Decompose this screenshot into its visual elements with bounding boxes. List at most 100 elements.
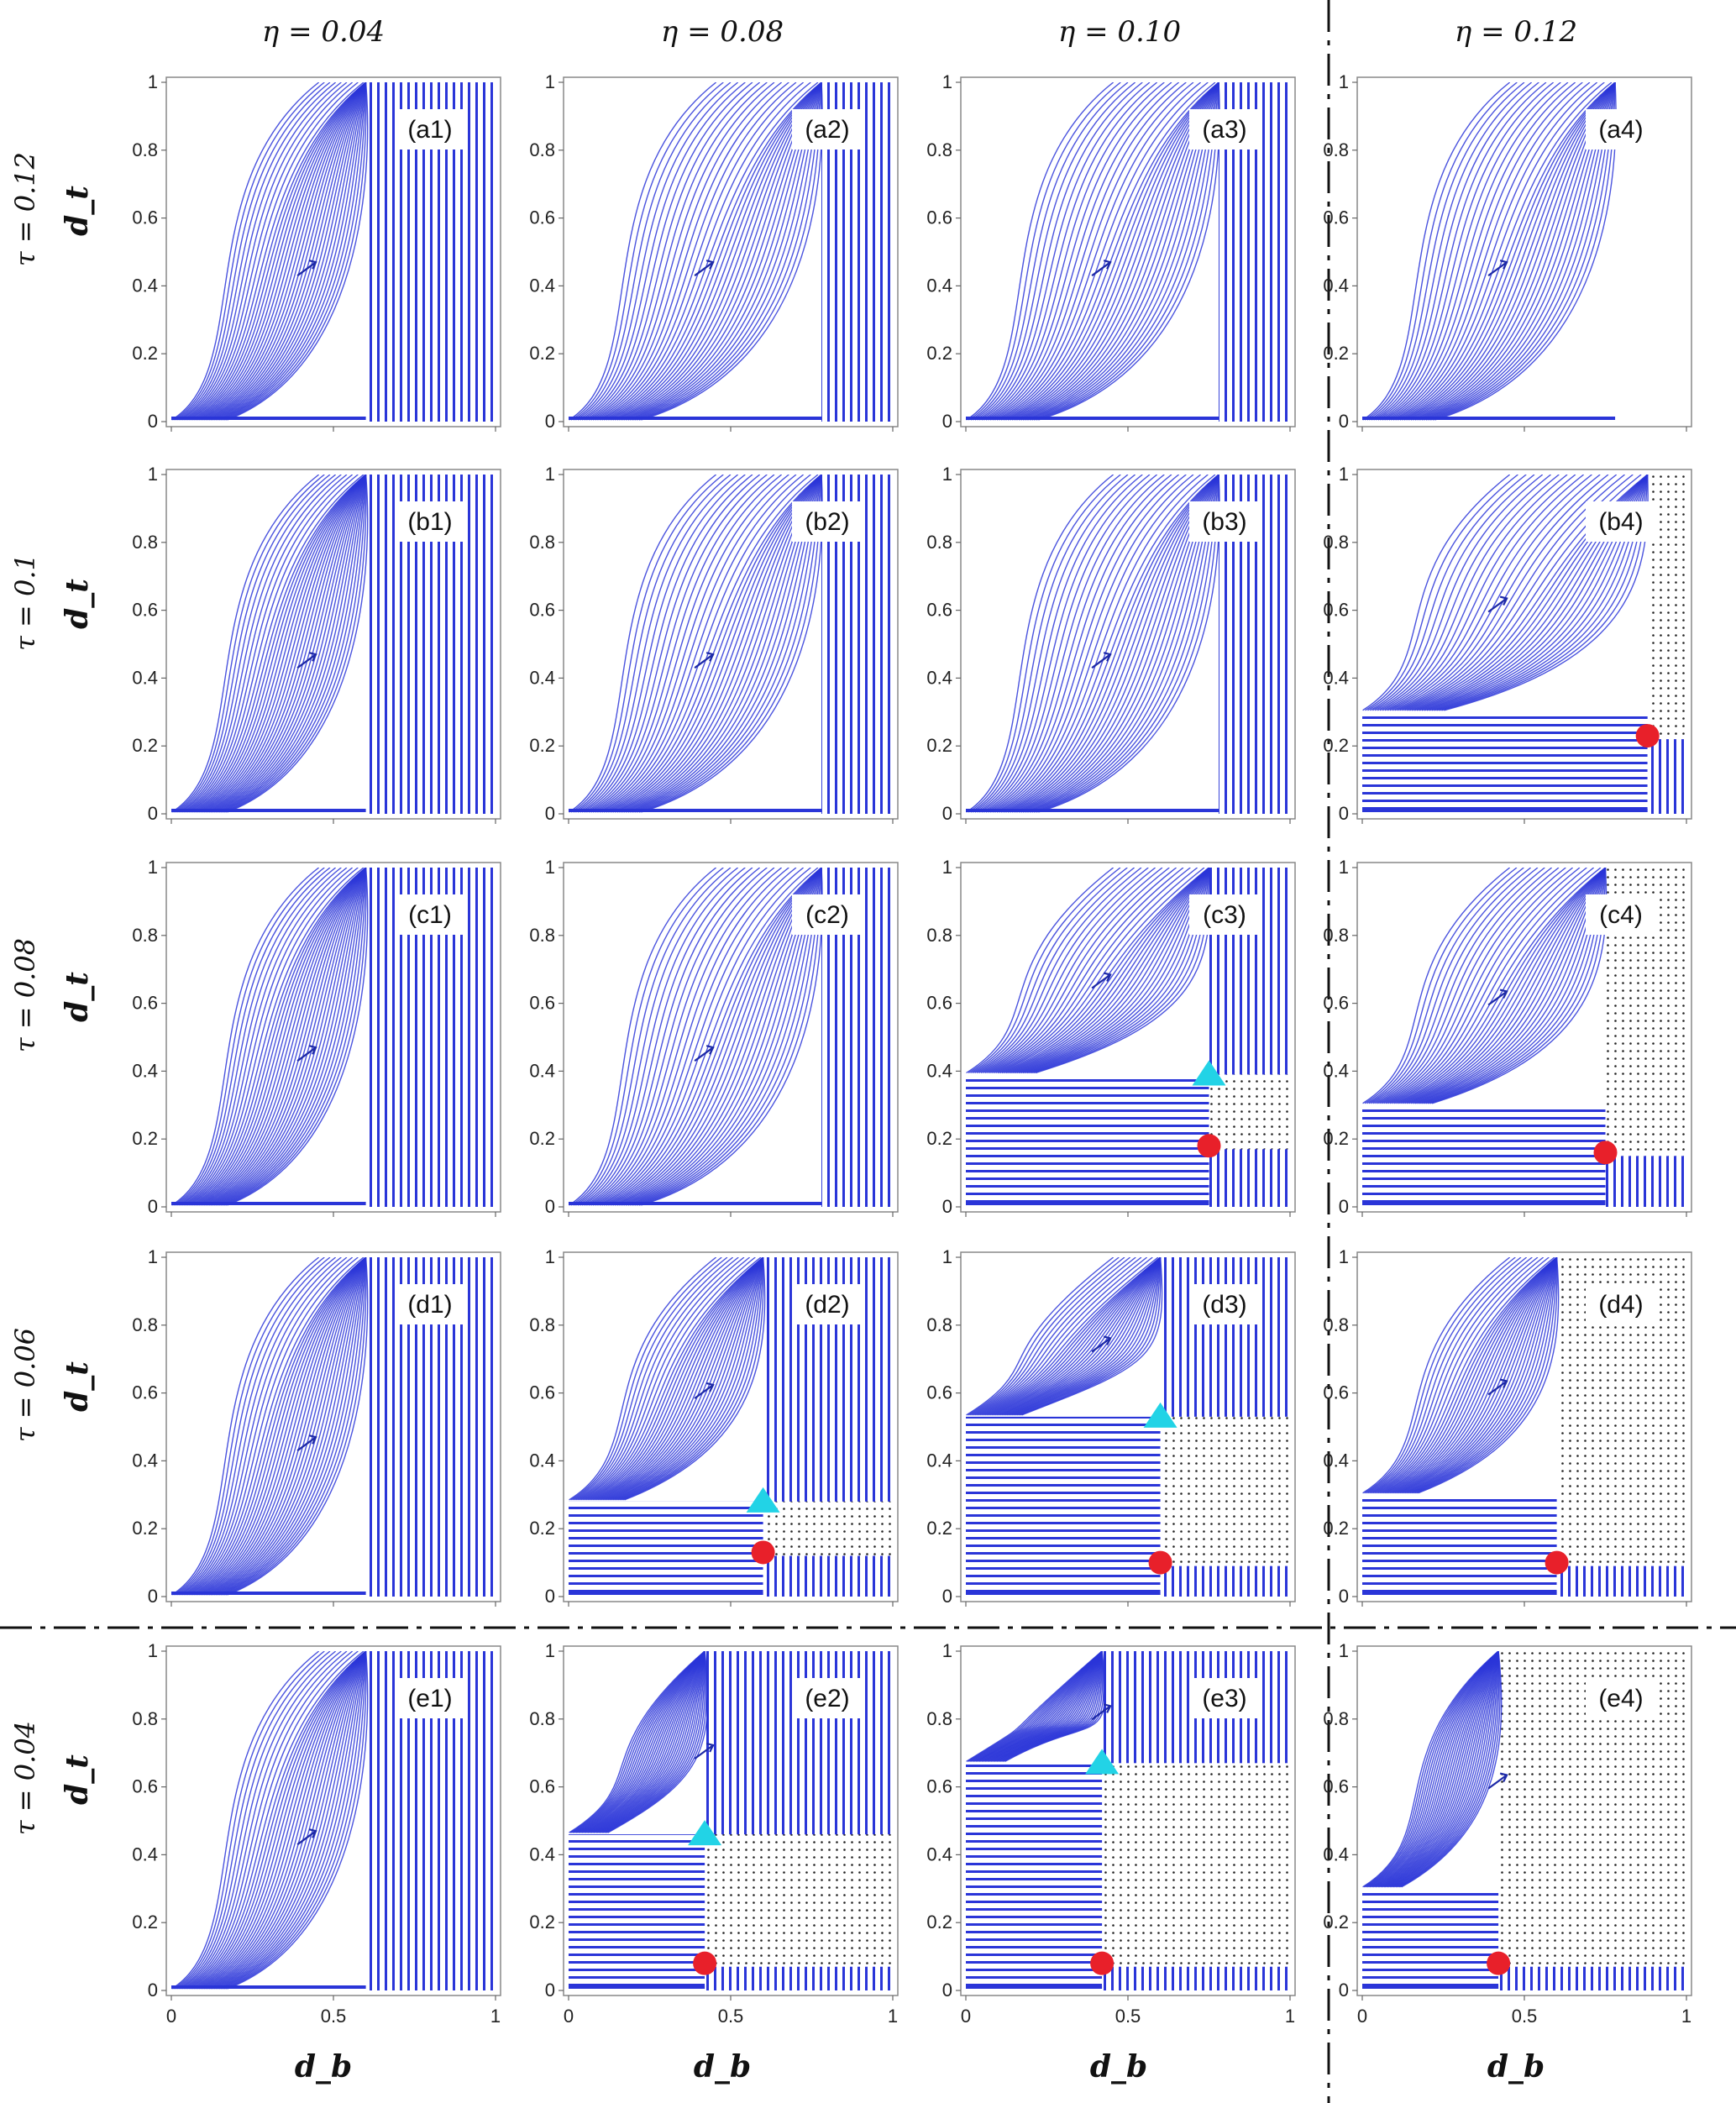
flow-direction-arrow bbox=[1091, 972, 1112, 989]
streamline bbox=[227, 1651, 369, 1990]
streamline bbox=[573, 475, 732, 813]
y-tick-label: 0 bbox=[545, 1196, 555, 1217]
streamline bbox=[223, 475, 367, 813]
stable-equilibrium-marker bbox=[1197, 1134, 1221, 1158]
streamline bbox=[227, 475, 369, 813]
panel-label-box bbox=[792, 1284, 863, 1324]
phase-portrait-panel: (d2) 0 0.2 0.4 0.6 0.8 1 bbox=[529, 1246, 899, 1607]
streamline bbox=[173, 868, 325, 1206]
y-tick-label: 0.8 bbox=[926, 925, 952, 946]
streamline bbox=[202, 475, 367, 813]
streamline bbox=[590, 82, 789, 421]
streamline bbox=[1401, 1257, 1558, 1494]
streamline bbox=[220, 475, 367, 813]
streamline bbox=[998, 1651, 1103, 1762]
streamline bbox=[178, 1257, 342, 1596]
streamline bbox=[610, 475, 822, 813]
streamline bbox=[599, 1651, 705, 1833]
streamline bbox=[1377, 1257, 1558, 1494]
streamline bbox=[210, 1257, 367, 1596]
streamline bbox=[998, 1257, 1162, 1416]
y-tick-label: 1 bbox=[942, 1246, 952, 1267]
streamline bbox=[607, 1257, 764, 1501]
streamline bbox=[1371, 1651, 1499, 1888]
streamline bbox=[602, 1651, 705, 1833]
stable-equilibrium-marker bbox=[1487, 1951, 1511, 1975]
y-tick-label: 1 bbox=[545, 1246, 555, 1267]
streamline bbox=[1369, 82, 1533, 421]
y-tick-label: 0.8 bbox=[132, 925, 158, 946]
streamline bbox=[612, 1257, 764, 1501]
y-tick-label: 0 bbox=[1339, 803, 1349, 824]
streamline bbox=[989, 82, 1194, 421]
phase-portrait-panel: (d1) 0 0.2 0.4 0.6 0.8 1 bbox=[132, 1246, 501, 1607]
streamline bbox=[1398, 1257, 1558, 1494]
streamline bbox=[991, 868, 1198, 1074]
y-tick-label: 0.2 bbox=[529, 735, 555, 756]
streamline bbox=[597, 475, 811, 813]
streamline bbox=[584, 82, 768, 421]
y-tick-label: 0.8 bbox=[529, 1314, 555, 1335]
y-tick-label: 0 bbox=[545, 411, 555, 432]
streamline bbox=[970, 82, 1129, 421]
streamline bbox=[612, 868, 822, 1206]
y-tick-label: 0.8 bbox=[1323, 139, 1349, 160]
streamline bbox=[995, 1651, 1103, 1762]
y-tick-label: 0.2 bbox=[132, 1912, 158, 1933]
streamline bbox=[973, 1651, 1103, 1762]
y-tick-label: 0.8 bbox=[529, 139, 555, 160]
streamline bbox=[207, 475, 367, 813]
streamline bbox=[171, 475, 320, 813]
y-tick-label: 1 bbox=[545, 71, 555, 92]
streamline bbox=[978, 82, 1158, 421]
streamline bbox=[987, 868, 1184, 1074]
streamline bbox=[1012, 868, 1210, 1074]
flow-direction-arrow bbox=[296, 1828, 317, 1846]
streamline bbox=[981, 1651, 1103, 1762]
stream-field bbox=[171, 82, 496, 422]
streamline bbox=[203, 82, 367, 421]
y-tick-label: 0.2 bbox=[926, 1128, 952, 1149]
streamline bbox=[592, 1651, 705, 1833]
streamline bbox=[1386, 82, 1591, 421]
streamline bbox=[577, 868, 746, 1206]
streamline bbox=[218, 82, 367, 421]
panel-label-box bbox=[395, 501, 465, 542]
y-tick-label: 0.6 bbox=[132, 1776, 158, 1797]
streamline bbox=[1365, 1651, 1499, 1888]
streamline bbox=[212, 82, 367, 421]
streamline bbox=[624, 1257, 766, 1501]
streamline bbox=[967, 1651, 1103, 1762]
streamline bbox=[203, 475, 367, 813]
streamline bbox=[599, 82, 819, 421]
streamline bbox=[977, 475, 1151, 813]
y-tick-label: 0.4 bbox=[1323, 275, 1349, 296]
streamline bbox=[213, 475, 367, 813]
streamline bbox=[186, 1651, 367, 1990]
streamline bbox=[608, 82, 822, 421]
streamline bbox=[999, 475, 1219, 813]
streamline bbox=[1403, 82, 1616, 421]
streamline bbox=[1410, 868, 1607, 1104]
streamline bbox=[205, 475, 367, 813]
streamline bbox=[208, 475, 367, 813]
phase-portrait-panel: (c2) 0 0.2 0.4 0.6 0.8 1 bbox=[529, 857, 899, 1217]
phase-portrait-panel: (a3) 0 0.2 0.4 0.6 0.8 1 bbox=[926, 71, 1296, 432]
streamline bbox=[188, 868, 367, 1206]
streamline bbox=[202, 1257, 367, 1596]
streamline bbox=[976, 868, 1149, 1074]
streamline bbox=[587, 1257, 764, 1501]
streamline bbox=[191, 868, 367, 1206]
streamline bbox=[569, 1651, 705, 1833]
y-tick-label: 0.6 bbox=[1323, 993, 1349, 1014]
streamline bbox=[580, 475, 753, 813]
streamline bbox=[171, 82, 320, 421]
streamline bbox=[1366, 868, 1524, 1104]
streamline bbox=[971, 1257, 1131, 1416]
streamline bbox=[1368, 1651, 1499, 1888]
flow-direction-arrow bbox=[1487, 1378, 1508, 1396]
streamline bbox=[589, 1257, 764, 1501]
streamline bbox=[999, 82, 1219, 421]
streamline bbox=[225, 868, 367, 1206]
streamline bbox=[223, 868, 367, 1206]
